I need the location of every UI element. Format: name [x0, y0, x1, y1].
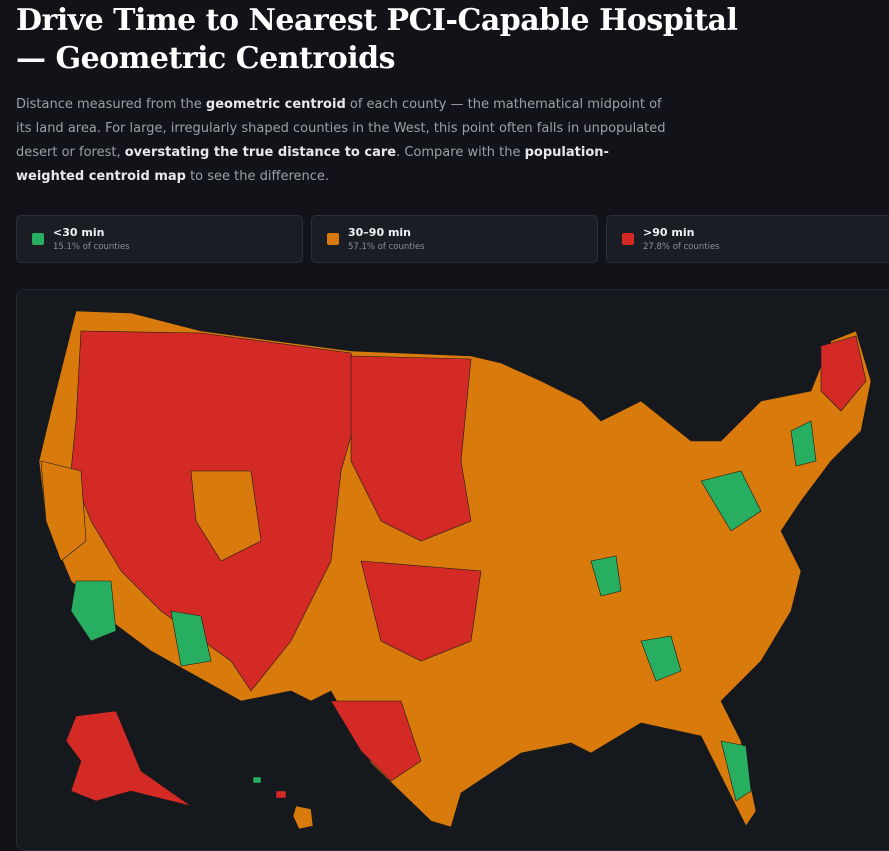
legend-share: 57.1% of counties [348, 242, 425, 252]
region-green [170, 610, 212, 667]
region-green [70, 580, 117, 642]
region-red [350, 355, 472, 542]
emphasis: geometric centroid [205, 97, 346, 112]
title-line: — Geometric Centroids [16, 41, 395, 76]
region-orange [40, 460, 87, 562]
text: to see the difference. [185, 169, 330, 184]
legend-card: >90 min 27.8% of counties [606, 215, 889, 263]
region-red [820, 335, 867, 412]
map-panel [16, 289, 889, 851]
legend-card: 30–90 min 57.1% of counties [311, 215, 598, 263]
hawaii [292, 805, 314, 830]
region-orange [190, 470, 262, 562]
alaska [65, 710, 192, 807]
region-green [720, 740, 752, 802]
text: . Compare with the [396, 145, 525, 160]
region-green [590, 555, 622, 597]
legend-label: <30 min [53, 226, 105, 239]
legend-swatch [32, 233, 44, 245]
region-green [640, 635, 682, 682]
region-red [330, 700, 422, 782]
legend-label: >90 min [643, 226, 695, 239]
emphasis: population-weighted centroid map [16, 145, 609, 184]
map [38, 310, 872, 830]
text: of each county — the mathematical midpoi… [16, 97, 666, 160]
legend-share: 15.1% of counties [53, 242, 130, 252]
description: Distance measured from the geometric cen… [16, 93, 666, 189]
title-line: Drive Time to Nearest PCI-Capable Hospit… [16, 3, 738, 38]
legend-label: 30–90 min [348, 226, 412, 239]
legend-swatch [622, 233, 634, 245]
emphasis: overstating the true distance to care [124, 145, 397, 160]
text: Distance measured from the [16, 97, 206, 112]
hawaii [275, 790, 287, 799]
region-green [700, 470, 762, 532]
page-title: Drive Time to Nearest PCI-Capable Hospit… [16, 2, 738, 78]
legend-card: <30 min 15.1% of counties [16, 215, 303, 263]
region-red [360, 560, 482, 662]
legend: <30 min 15.1% of counties 30–90 min 57.1% o… [16, 215, 889, 263]
legend-share: 27.8% of counties [643, 242, 720, 252]
hawaii [252, 776, 262, 784]
legend-swatch [327, 233, 339, 245]
region-green [790, 420, 817, 467]
